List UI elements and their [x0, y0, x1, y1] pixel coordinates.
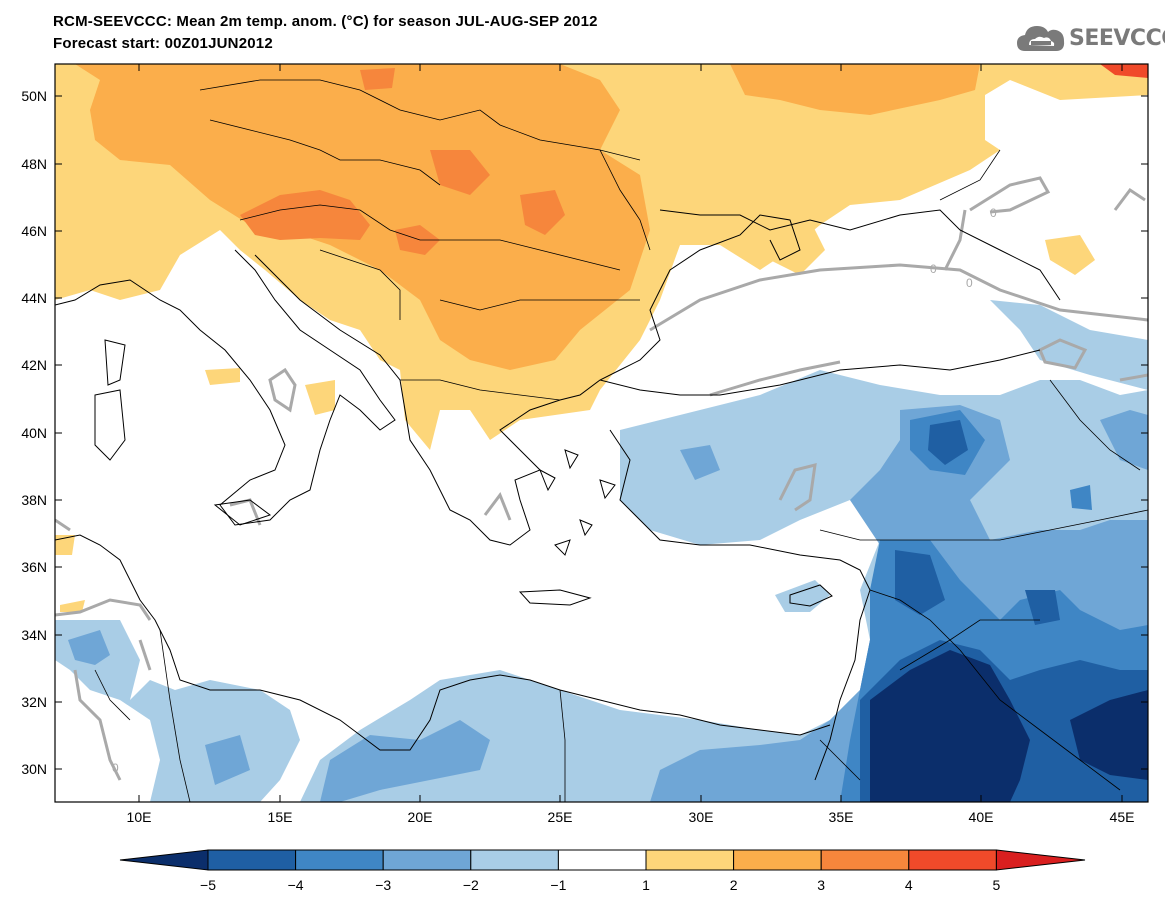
lat-label: 32N — [21, 694, 47, 710]
lat-label: 48N — [21, 156, 47, 172]
cold-anomaly-minus4 — [895, 550, 945, 615]
colorbar-segment — [820, 849, 910, 871]
colorbar-label: −3 — [375, 877, 391, 893]
map-area: 0 0 0 0 — [55, 64, 1148, 802]
warm-patch — [205, 368, 240, 385]
cold-anomaly-minus2-b — [680, 445, 720, 480]
cold-anomaly-minus2-f — [1100, 410, 1148, 470]
colorbar-label: −4 — [288, 877, 304, 893]
lon-label: 40E — [969, 809, 994, 825]
colorbar-label: 5 — [993, 877, 1001, 893]
colorbar-segment — [645, 849, 735, 871]
colorbar-label: 1 — [642, 877, 650, 893]
lat-ticks — [55, 95, 1148, 770]
colorbar-segment — [207, 849, 297, 871]
warm-anomaly-plus3-e — [360, 68, 395, 90]
colorbar-label: 2 — [730, 877, 738, 893]
map-title: RCM-SEEVCCC: Mean 2m temp. anom. (°C) fo… — [53, 13, 598, 30]
colorbar — [119, 849, 1086, 871]
lon-ticks — [138, 64, 1123, 802]
zero-contours — [55, 176, 1148, 781]
cold-anomaly-minus5-b — [1070, 690, 1148, 780]
colorbar-label: 4 — [905, 877, 913, 893]
lon-labels: 10E 15E 20E 25E 30E 35E 40E 45E — [127, 809, 1135, 825]
cold-anomaly-minus4-b — [928, 420, 968, 465]
lat-labels: 50N 48N 46N 44N 42N 40N 38N 36N 34N 32N … — [21, 88, 47, 777]
colorbar-segment — [908, 849, 997, 871]
lon-label: 35E — [829, 809, 854, 825]
colorbar-segment — [470, 849, 559, 871]
cold-anomaly-minus2-d — [205, 735, 250, 785]
lat-label: 34N — [21, 627, 47, 643]
colorbar-segment — [733, 849, 822, 871]
colorbar-labels: −5 −4 −3 −2 −1 1 2 3 4 5 — [200, 877, 1000, 893]
lon-label: 30E — [689, 809, 714, 825]
coastlines — [55, 209, 1061, 781]
lat-label: 30N — [21, 761, 47, 777]
contour-label: 0 — [990, 206, 997, 220]
lat-label: 40N — [21, 425, 47, 441]
lon-label: 15E — [268, 809, 293, 825]
colorbar-segment — [557, 849, 647, 871]
lon-label: 20E — [408, 809, 433, 825]
contour-label: 0 — [112, 761, 119, 775]
colorbar-segment — [119, 849, 209, 871]
warm-patch-crimea — [770, 215, 825, 275]
warm-patch — [305, 380, 335, 415]
colorbar-segment — [995, 849, 1086, 871]
contour-label: 0 — [966, 276, 973, 290]
country-borders — [94, 79, 1148, 802]
cold-anomaly-minus2-c — [320, 720, 490, 802]
warm-patch — [60, 600, 85, 612]
lat-label: 46N — [21, 223, 47, 239]
colorbar-label: −5 — [200, 877, 216, 893]
lat-label: 38N — [21, 492, 47, 508]
lat-label: 36N — [21, 559, 47, 575]
contour-label: 0 — [930, 262, 937, 276]
lat-label: 50N — [21, 88, 47, 104]
lat-label: 44N — [21, 290, 47, 306]
warm-anomaly-plus3-d — [395, 225, 440, 255]
colorbar-label: 3 — [817, 877, 825, 893]
lon-label: 25E — [548, 809, 573, 825]
forecast-start-label: Forecast start: 00Z01JUN2012 — [53, 35, 273, 52]
colorbar-label: −1 — [550, 877, 566, 893]
lat-label: 42N — [21, 357, 47, 373]
lon-label: 45E — [1110, 809, 1135, 825]
cold-anomaly-minus4-d — [1025, 590, 1060, 625]
seevccc-logo: SEEVCCC — [1015, 21, 1165, 55]
warm-anomaly-plus2-east — [730, 64, 980, 115]
warm-patch — [1045, 235, 1095, 275]
colorbar-segment — [382, 849, 472, 871]
colorbar-segment — [295, 849, 384, 871]
warm-anomaly-plus3 — [240, 190, 370, 240]
warm-anomaly-plus4 — [1100, 64, 1148, 78]
warm-anomaly-plus3-c — [520, 190, 565, 235]
warm-anomaly-plus3-b — [430, 150, 490, 195]
warm-patch — [55, 535, 75, 555]
lon-label: 10E — [127, 809, 152, 825]
logo-text: SEEVCCC — [1069, 25, 1165, 51]
cold-anomaly-minus3-c — [1070, 485, 1092, 510]
cloud-icon — [1017, 26, 1065, 51]
cold-anomaly-minus2-e — [68, 630, 110, 665]
cold-anomaly-cyprus — [775, 580, 830, 612]
colorbar-label: −2 — [463, 877, 479, 893]
